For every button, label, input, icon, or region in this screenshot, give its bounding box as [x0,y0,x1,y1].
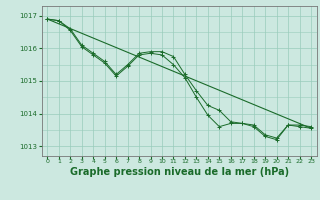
X-axis label: Graphe pression niveau de la mer (hPa): Graphe pression niveau de la mer (hPa) [70,167,289,177]
